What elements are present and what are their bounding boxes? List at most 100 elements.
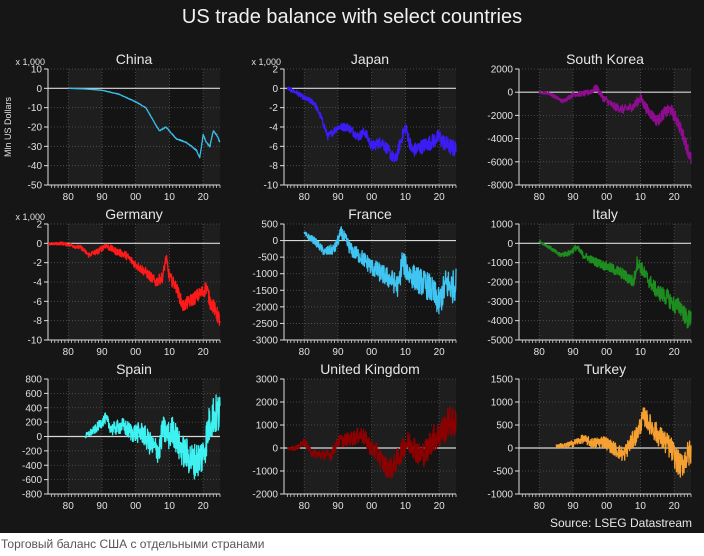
x-tick-label: 00 [130,347,142,358]
series-line [538,240,692,329]
y-tick-label: 500 [496,421,513,432]
x-tick-label: 00 [130,192,142,203]
decade-band [572,69,607,185]
x-tick-label: 80 [534,347,546,358]
y-tick-label: 0 [36,84,42,95]
unit-label: x 1,000 [15,212,45,222]
panel-title: China [116,51,153,67]
x-tick-label: 90 [332,501,344,512]
x-tick-label: 10 [164,501,176,512]
x-tick-label: 00 [601,347,613,358]
y-tick-label: 2 [36,220,42,231]
y-tick-label: 2000 [491,65,514,76]
y-tick-label: -2000 [487,278,513,289]
panel-united-kingdom: 3000 2000 1000 0 -1000 -2000 80 90 00 10 20 United … [252,361,457,512]
y-tick-label: -50 [28,181,43,192]
y-tick-label: 1000 [256,421,279,432]
y-tick-label: -600 [22,475,42,486]
x-tick-label: 80 [63,347,75,358]
y-tick-label: -20 [28,123,43,134]
decade-band [284,379,305,494]
x-tick-label: 10 [164,192,176,203]
decade-band [519,69,540,185]
unit-label: x 1,000 [15,57,45,67]
panel-france: 500 0 -500 -1000 -1500 -2000 -2500 -3000 80 90 00 1… [252,206,457,358]
y-tick-label: -200 [22,446,42,457]
figure-caption: Торговый баланс США с отдельными странам… [1,537,265,551]
unit-label: x 1,000 [251,57,281,67]
y-tick-label: -1000 [252,269,278,280]
panel-title: France [348,206,392,222]
x-tick-label: 00 [366,501,378,512]
y-tick-label: -1000 [252,467,278,478]
y-tick-label: -800 [22,490,42,501]
series-line [538,84,692,164]
panel-italy: 1000 0 -1000 -2000 -3000 -4000 -5000 80 90 00 10 20… [487,206,692,358]
panel-china: 10 0 -10 -20 -30 -40 -50 80 90 00 10 20 China x 1,000… [3,51,221,203]
y-tick-label: -6 [33,297,42,308]
decade-band [519,224,540,340]
x-tick-label: 00 [601,501,613,512]
y-tick-label: 500 [261,220,278,231]
y-tick-label: 600 [25,389,42,400]
decade-band [640,69,675,185]
y-tick-label: 0 [272,236,278,247]
x-tick-label: 20 [669,501,681,512]
y-tick-label: -40 [28,161,43,172]
panel-spain: 800 600 400 200 0 -200 -400 -600 -800 80 90 00 10 20 S… [22,361,221,512]
panel-title: Germany [105,206,163,222]
x-tick-label: 90 [332,347,344,358]
panel-turkey: 1500 1000 500 0 -500 -1000 80 90 00 10 20 Turkey [487,361,692,512]
x-tick-label: 80 [63,192,75,203]
decade-band [48,69,69,185]
y-tick-label: -8 [33,316,42,327]
y-tick-label: 0 [507,239,513,250]
x-tick-label: 80 [299,192,311,203]
series-line [303,226,457,315]
x-tick-label: 00 [601,192,613,203]
y-tick-label: -10 [264,181,279,192]
y-tick-label: -30 [28,142,43,153]
x-tick-label: 10 [400,192,412,203]
y-tick-label: -2000 [252,490,278,501]
x-tick-label: 80 [534,192,546,203]
y-tick-label: 0 [36,239,42,250]
y-tick-label: -400 [22,461,42,472]
y-tick-label: 200 [25,418,42,429]
y-tick-label: -6000 [487,157,513,168]
decade-band [48,224,69,340]
y-tick-label: -2 [33,258,42,269]
y-tick-label: -5000 [487,336,513,347]
y-tick-label: -4 [269,123,278,134]
y-tick-label: 0 [507,444,513,455]
source-note: Source: LSEG Datastream [549,516,692,530]
y-tick-label: 10 [31,65,43,76]
x-tick-label: 90 [567,501,579,512]
y-tick-label: -1500 [252,286,278,297]
x-tick-label: 20 [198,347,210,358]
x-tick-label: 90 [96,347,108,358]
y-tick-label: -1000 [487,490,513,501]
y-tick-label: -10 [28,336,43,347]
y-tick-label: -2000 [487,111,513,122]
chart-title: US trade balance with select countries [181,6,523,28]
series-line [286,86,457,163]
x-tick-label: 80 [63,501,75,512]
y-tick-label: 0 [36,432,42,443]
decade-band [284,69,305,185]
x-tick-label: 00 [366,347,378,358]
y-tick-label: 0 [272,444,278,455]
y-tick-label: 1000 [491,220,514,231]
x-tick-label: 10 [400,347,412,358]
x-tick-label: 90 [567,192,579,203]
decade-band [101,69,136,185]
y-tick-label: -6 [269,142,278,153]
x-tick-label: 00 [130,501,142,512]
y-tick-label: -2 [269,103,278,114]
x-tick-label: 90 [96,192,108,203]
panel-title: Japan [351,51,389,67]
y-tick-label: -2000 [252,302,278,313]
y-tick-label: -500 [258,253,278,264]
x-tick-label: 90 [332,192,344,203]
